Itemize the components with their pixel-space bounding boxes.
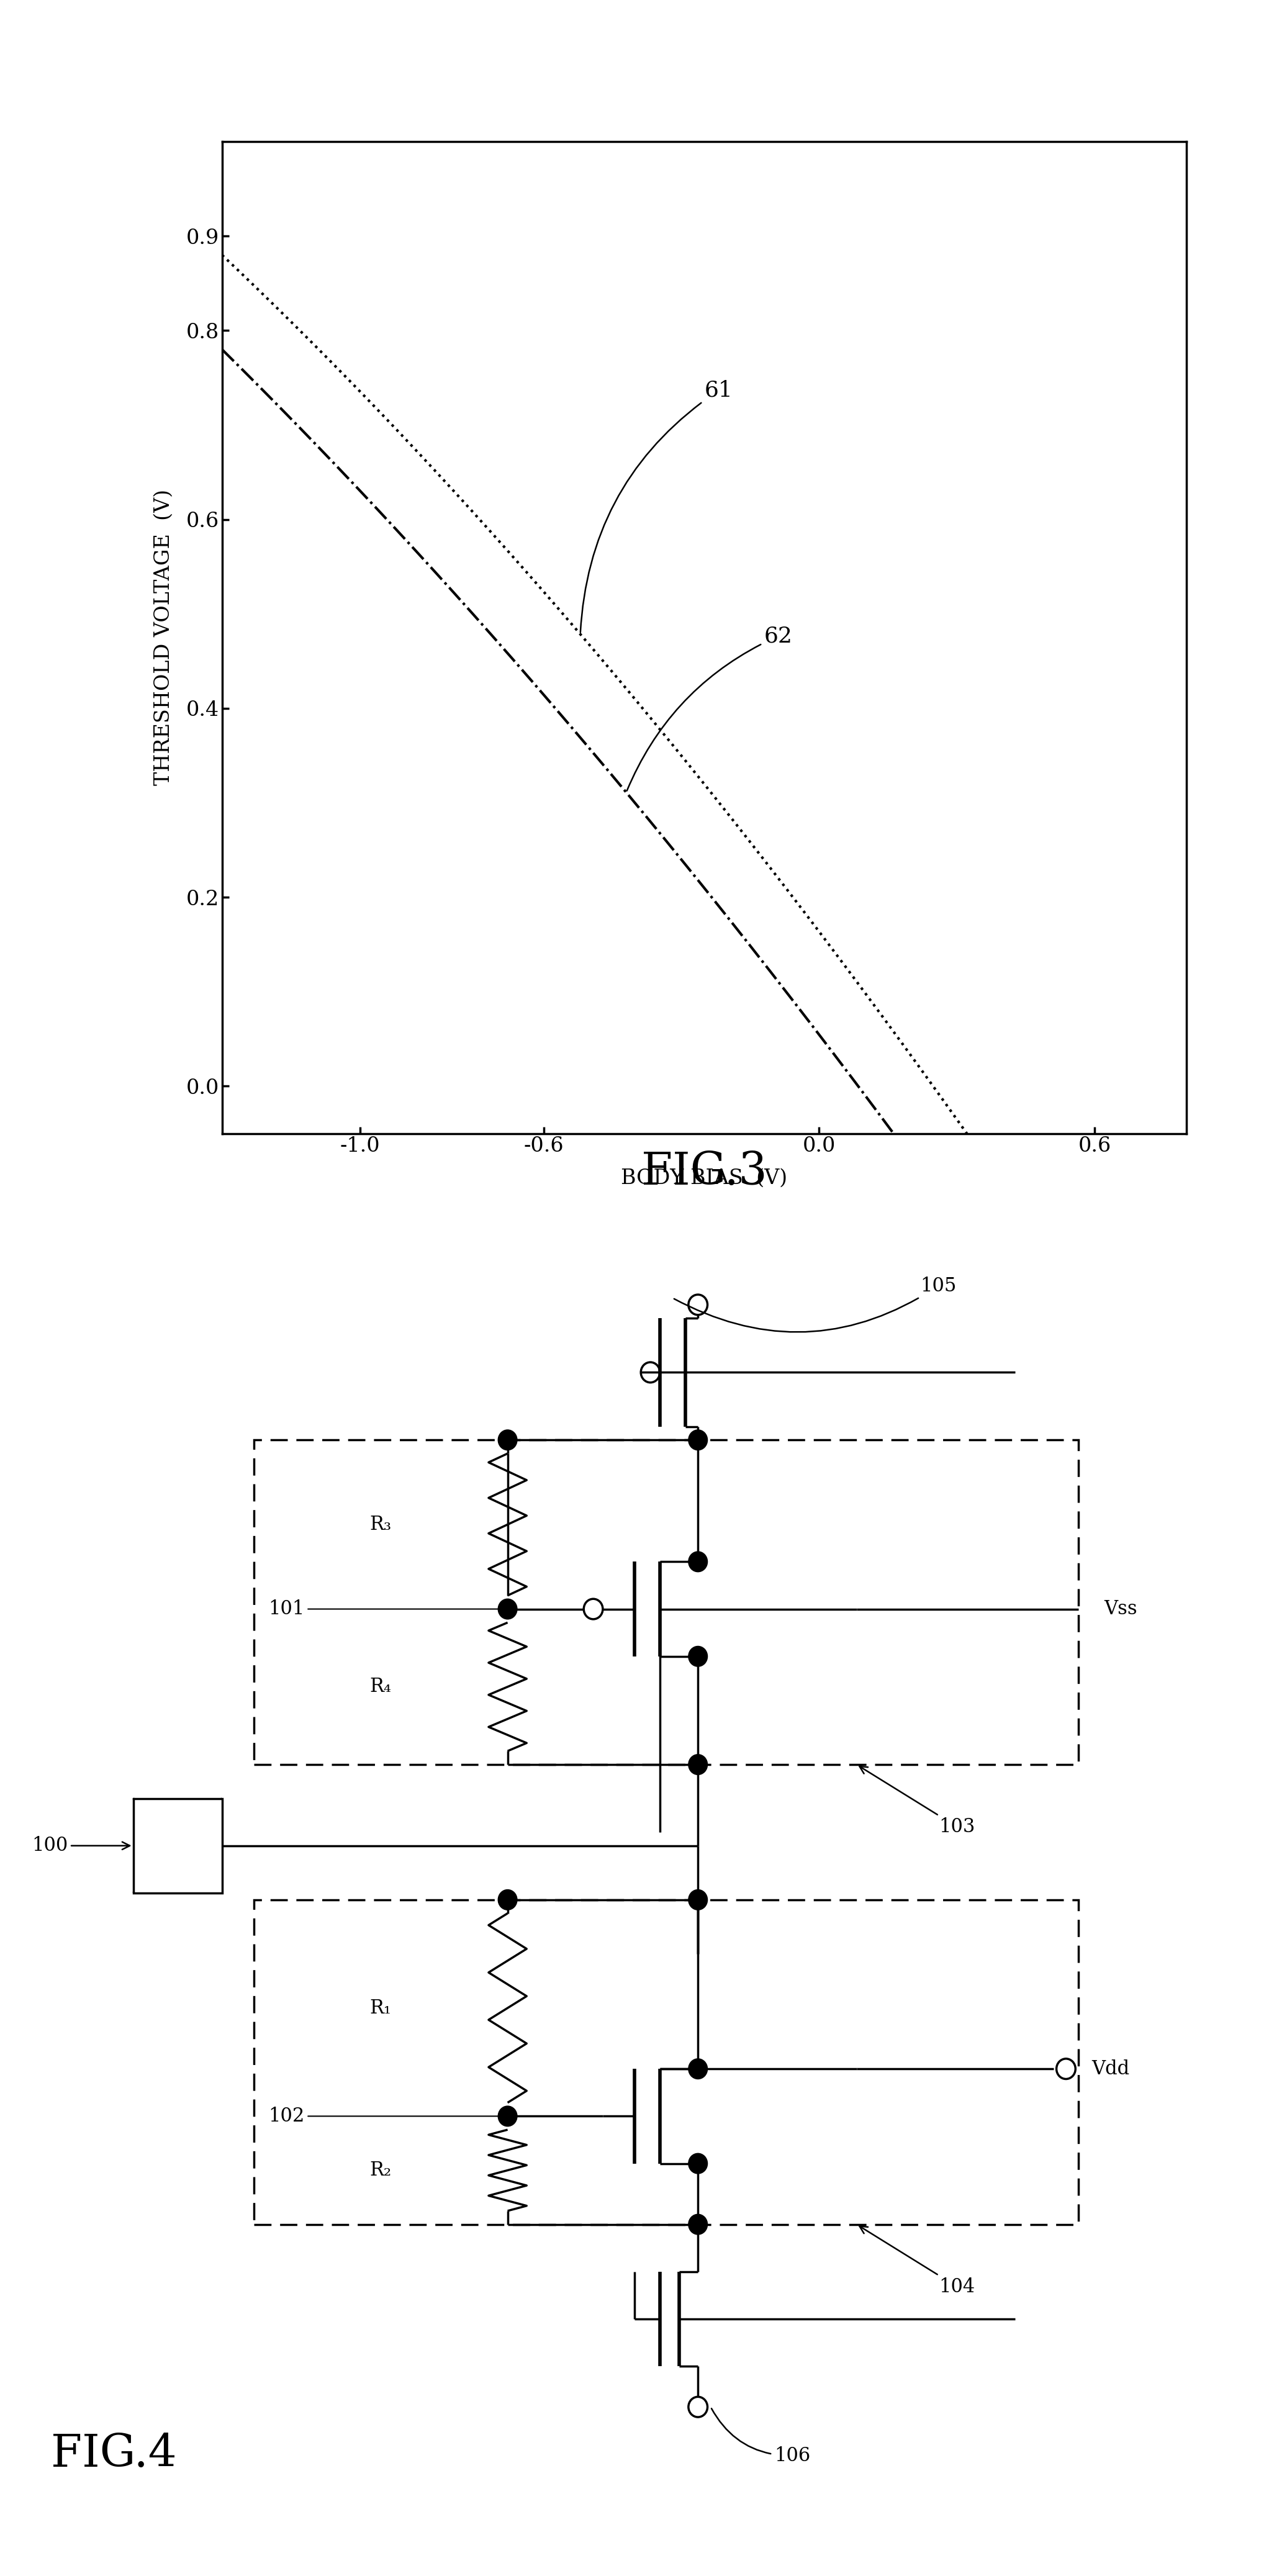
Text: 103: 103 [859,1767,976,1837]
Text: 100: 100 [32,1837,129,1855]
Text: 61: 61 [580,379,732,634]
Circle shape [688,1754,708,1775]
Circle shape [688,1891,708,1909]
Text: Vss: Vss [1104,1600,1137,1618]
Circle shape [688,1646,708,1667]
Circle shape [688,1430,708,1450]
Circle shape [688,2058,708,2079]
Text: R₂: R₂ [369,2161,392,2179]
Bar [133,1798,222,1893]
Circle shape [688,1551,708,1571]
Text: 105: 105 [674,1275,957,1332]
Circle shape [497,1600,518,1620]
Bar [254,1899,1079,2223]
Circle shape [497,2107,518,2125]
Text: FIG.4: FIG.4 [51,2432,176,2476]
Circle shape [688,2154,708,2174]
Text: R₃: R₃ [369,1515,392,1535]
Y-axis label: THRESHOLD VOLTAGE  (V): THRESHOLD VOLTAGE (V) [154,489,174,786]
Circle shape [497,1430,518,1450]
Text: R₄: R₄ [369,1677,392,1698]
Text: FIG.3: FIG.3 [641,1151,768,1193]
Bar [254,1440,1079,1765]
Text: 101: 101 [268,1600,503,1618]
Text: Vdd: Vdd [1091,2058,1129,2079]
Text: 102: 102 [268,2107,503,2125]
Text: 104: 104 [859,2226,975,2295]
Circle shape [497,1891,518,1909]
X-axis label: BODY BIAS  (V): BODY BIAS (V) [621,1170,788,1188]
Text: 62: 62 [627,626,792,791]
Text: 106: 106 [712,2409,810,2465]
Text: R₁: R₁ [369,1999,392,2017]
Circle shape [688,2215,708,2233]
